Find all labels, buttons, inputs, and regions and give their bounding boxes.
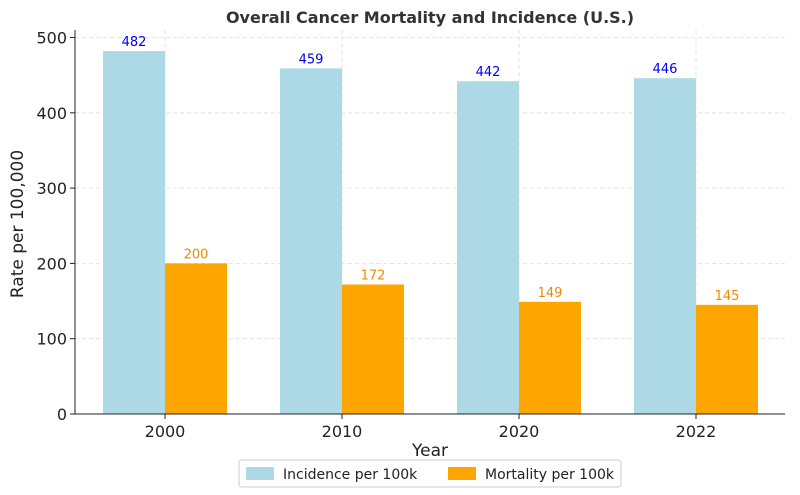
bar-labels: 482 459 442 446 200 172 149 145 [122,35,740,304]
bar-incidence-2010 [280,68,342,415]
x-axis-title: Year [411,441,448,461]
y-tick-label: 100 [36,330,67,349]
bar-value-label: 459 [299,52,324,67]
x-tick-label: 2000 [145,422,186,441]
legend-frame [238,459,622,488]
legend-swatch-incidence [246,467,274,480]
y-tick-label: 0 [57,405,67,424]
axes: 0 100 200 300 400 500 2000 2010 2020 2022 [36,29,785,441]
legend-label-mortality: Mortality per 100k [485,467,615,483]
bar-mortality-2000 [165,263,227,414]
bar-incidence-2020 [457,81,519,414]
bar-value-label: 446 [653,62,678,77]
x-tick-label: 2020 [499,422,540,441]
bar-incidence-2022 [634,78,696,414]
bars [103,51,758,415]
bar-mortality-2022 [696,304,758,414]
bar-value-label: 482 [122,35,147,50]
y-axis-title: Rate per 100,000 [8,150,28,298]
y-tick-label: 300 [36,179,67,198]
legend: Incidence per 100k Mortality per 100k [238,459,622,488]
bar-value-label: 442 [476,65,501,80]
y-tick-label: 400 [36,104,67,123]
bar-incidence-2000 [103,51,165,415]
bar-value-label: 172 [361,268,386,283]
legend-swatch-mortality [448,467,476,480]
legend-label-incidence: Incidence per 100k [283,467,418,483]
chart-title: Overall Cancer Mortality and Incidence (… [226,8,634,27]
y-tick-label: 200 [36,254,67,273]
bar-value-label: 145 [715,289,740,304]
bar-mortality-2020 [519,301,581,414]
x-tick-label: 2010 [322,422,363,441]
x-tick-label: 2022 [676,422,717,441]
bar-mortality-2010 [342,284,404,414]
bar-value-label: 200 [184,247,209,262]
bar-value-label: 149 [538,286,563,301]
y-tick-label: 500 [36,29,67,48]
